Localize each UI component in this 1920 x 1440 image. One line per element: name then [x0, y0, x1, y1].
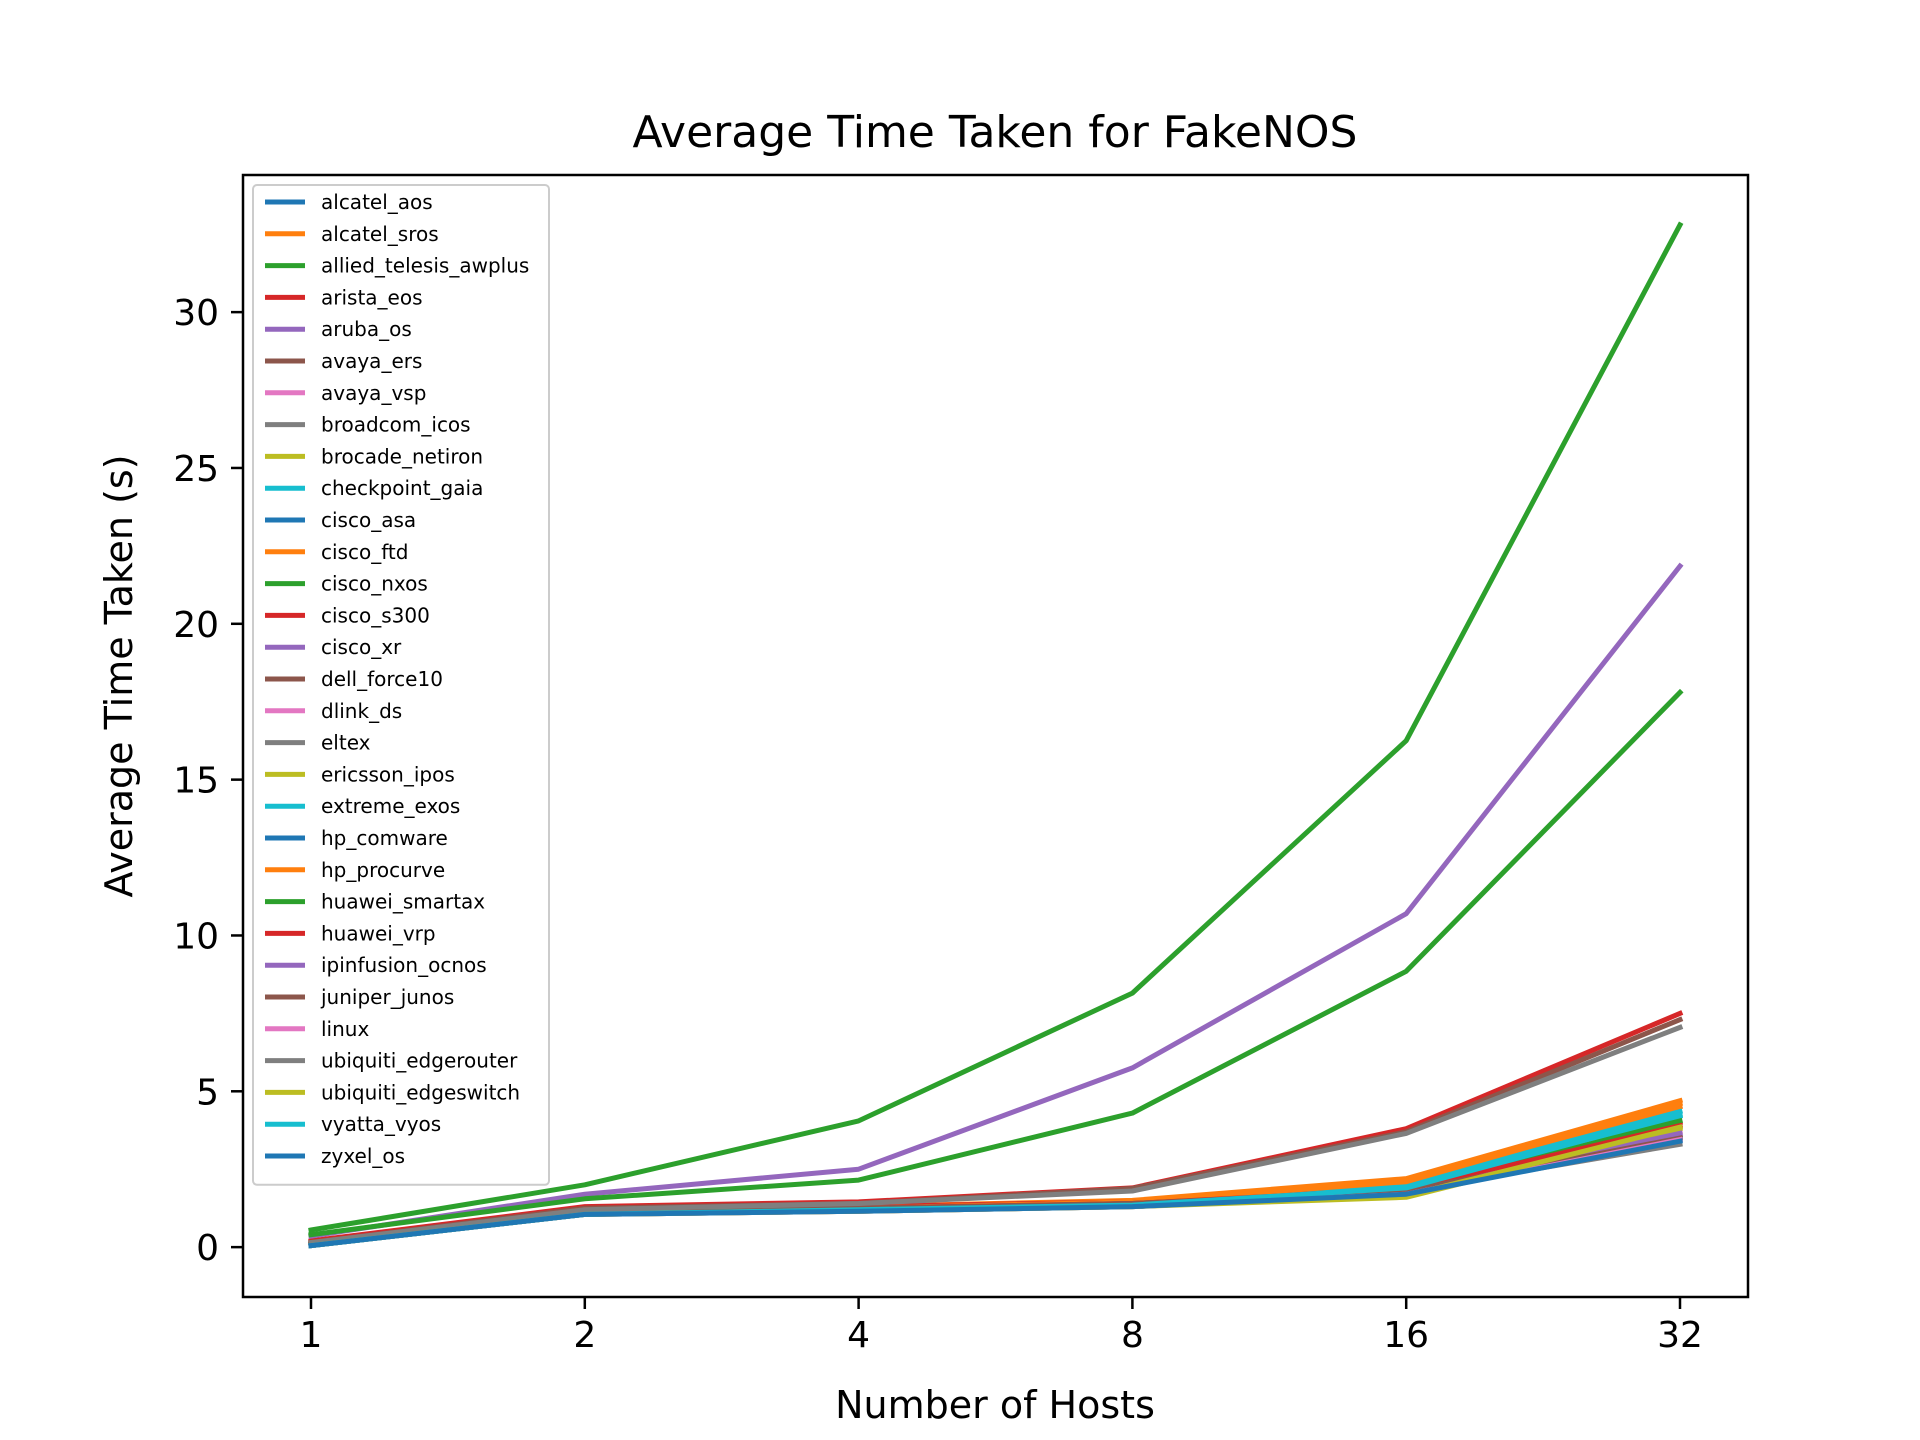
legend-label-extreme_exos: extreme_exos — [321, 794, 460, 818]
y-tick-label-30: 30 — [173, 293, 219, 334]
legend-label-avaya_ers: avaya_ers — [321, 349, 422, 373]
legend-label-eltex: eltex — [321, 731, 371, 755]
legend-label-ericsson_ipos: ericsson_ipos — [321, 762, 455, 786]
y-tick-label-25: 25 — [173, 449, 219, 490]
series-line-zyxel_os — [308, 1138, 1683, 1249]
y-tick-label-5: 5 — [196, 1072, 219, 1113]
legend: alcatel_aos alcatel_sros allied_telesis_aw… — [252, 184, 550, 1186]
legend-label-allied_telesis_awplus: allied_telesis_awplus — [321, 254, 529, 278]
y-tick-label-20: 20 — [173, 605, 219, 646]
legend-label-cisco_asa: cisco_asa — [321, 508, 416, 532]
series-line-cisco_nxos — [308, 688, 1684, 1238]
x-tick-label-16: 16 — [1383, 1315, 1429, 1356]
y-axis-label: Average Time Taken (s) — [97, 454, 141, 897]
legend-label-alcatel_sros: alcatel_sros — [321, 222, 439, 246]
legend-label-hp_procurve: hp_procurve — [321, 858, 445, 882]
y-tick-label-10: 10 — [173, 916, 219, 957]
legend-label-checkpoint_gaia: checkpoint_gaia — [321, 476, 483, 500]
legend-label-arista_eos: arista_eos — [321, 285, 423, 309]
x-tick-label-4: 4 — [847, 1315, 870, 1356]
plot-frame — [241, 173, 1750, 1299]
legend-label-vyatta_vyos: vyatta_vyos — [321, 1112, 441, 1136]
legend-label-broadcom_icos: broadcom_icos — [321, 413, 471, 437]
x-tick-label-1: 1 — [300, 1315, 323, 1356]
x-axis: 1 2 4 8 16 32 — [300, 1297, 1703, 1356]
legend-label-juniper_junos: juniper_junos — [320, 985, 454, 1009]
legend-label-ipinfusion_ocnos: ipinfusion_ocnos — [321, 953, 487, 977]
x-tick-label-2: 2 — [573, 1315, 596, 1356]
legend-label-avaya_vsp: avaya_vsp — [321, 381, 426, 405]
legend-label-cisco_xr: cisco_xr — [321, 635, 402, 659]
legend-label-ubiquiti_edgeswitch: ubiquiti_edgeswitch — [321, 1080, 520, 1104]
chart-title: Average Time Taken for FakeNOS — [633, 107, 1358, 158]
legend-label-brocade_netiron: brocade_netiron — [321, 444, 483, 468]
series-line-ubiquiti_edgerouter — [308, 1024, 1684, 1246]
legend-label-zyxel_os: zyxel_os — [321, 1144, 405, 1168]
y-axis: 0 5 10 15 20 25 30 — [173, 293, 243, 1269]
x-tick-label-32: 32 — [1657, 1315, 1703, 1356]
legend-label-aruba_os: aruba_os — [321, 317, 412, 341]
legend-label-ubiquiti_edgerouter: ubiquiti_edgerouter — [321, 1049, 518, 1073]
x-tick-label-8: 8 — [1121, 1315, 1144, 1356]
legend-label-linux: linux — [321, 1017, 369, 1041]
plot-area — [241, 173, 1750, 1299]
y-tick-label-0: 0 — [196, 1228, 219, 1269]
series-line-allied_telesis_awplus — [308, 221, 1684, 1233]
legend-label-alcatel_aos: alcatel_aos — [321, 190, 433, 214]
legend-label-cisco_s300: cisco_s300 — [321, 603, 430, 627]
legend-label-cisco_ftd: cisco_ftd — [321, 540, 408, 564]
series-line-aruba_os — [308, 562, 1684, 1240]
legend-label-cisco_nxos: cisco_nxos — [321, 572, 428, 596]
legend-label-dell_force10: dell_force10 — [321, 667, 443, 691]
legend-label-huawei_smartax: huawei_smartax — [321, 890, 485, 914]
legend-box — [252, 184, 550, 1186]
series-layer — [308, 221, 1684, 1249]
y-tick-label-15: 15 — [173, 761, 219, 802]
legend-label-hp_comware: hp_comware — [321, 826, 448, 850]
x-axis-label: Number of Hosts — [835, 1383, 1155, 1427]
legend-label-huawei_vrp: huawei_vrp — [321, 921, 436, 945]
legend-label-dlink_ds: dlink_ds — [321, 699, 402, 723]
